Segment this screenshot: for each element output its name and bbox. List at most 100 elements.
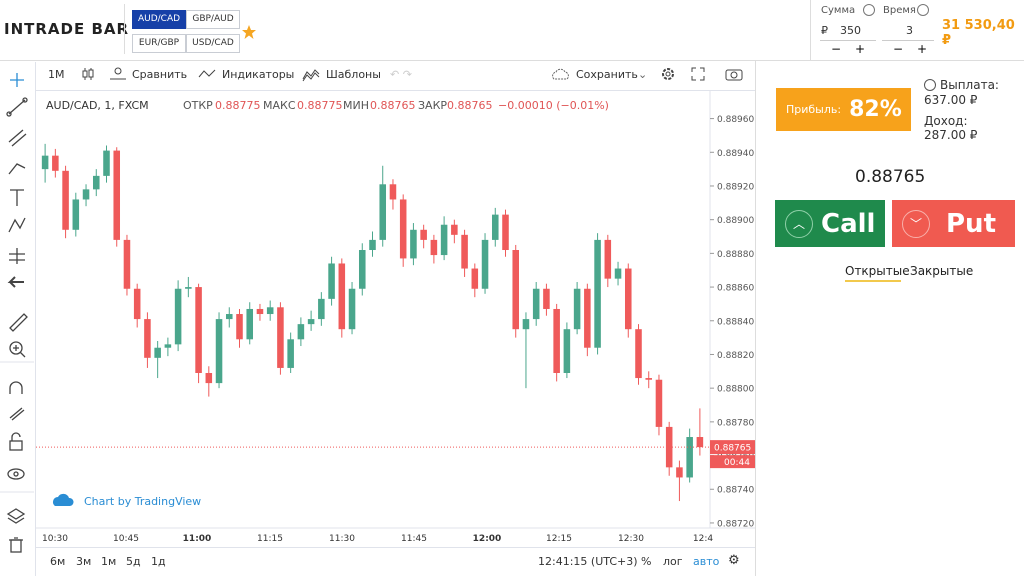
candle-icon[interactable] (80, 66, 96, 82)
put-label: Put (946, 208, 996, 239)
y-tick-label: 0.88840 (717, 317, 754, 327)
candle-body (522, 319, 530, 330)
amount-plus[interactable]: + (855, 42, 866, 56)
payout-label: Выплата: (940, 78, 999, 92)
countdown: 00:44 (724, 458, 750, 468)
candle-body (379, 184, 387, 240)
candle-body (430, 239, 438, 256)
time[interactable]: 3 (906, 24, 913, 37)
favorite-star[interactable] (241, 24, 257, 40)
undo[interactable]: ↶ ↷ (390, 68, 412, 81)
candle-body (614, 268, 622, 279)
x-tick-label: 10:45 (113, 534, 139, 544)
auto-toggle[interactable]: авто (693, 555, 720, 568)
range-button[interactable]: 6м (50, 555, 66, 568)
snapshot-icon[interactable] (724, 66, 744, 82)
x-tick-label: 10:30 (42, 534, 68, 544)
legend-value: 0.88765 (447, 99, 493, 112)
candle-body (256, 308, 264, 315)
put-button[interactable]: ﹀ Put (892, 200, 1015, 247)
tab-closed[interactable]: Закрытые (910, 264, 974, 278)
legend-label: МИН (343, 99, 369, 112)
info-icon[interactable] (917, 4, 929, 16)
info-icon[interactable] (863, 4, 875, 16)
candle-body (144, 319, 151, 358)
candle-body (358, 250, 366, 289)
range-button[interactable]: 1м (101, 555, 117, 568)
time-plus[interactable]: + (917, 42, 928, 56)
candle-body (52, 155, 59, 171)
interval-button[interactable]: 1M (48, 68, 65, 81)
y-tick-label: 0.88740 (717, 486, 754, 496)
pair-button[interactable]: AUD/CAD (132, 10, 186, 29)
save-menu[interactable]: ⌄ (638, 68, 648, 81)
candle-body (338, 263, 346, 330)
info-icon[interactable] (924, 79, 936, 91)
pair-button[interactable]: GBP/AUD (186, 10, 240, 29)
x-tick-label: 11:45 (401, 534, 427, 544)
amount[interactable]: 350 (840, 24, 861, 37)
candle-body (471, 268, 479, 289)
candle-body (543, 288, 550, 309)
down-icon: ﹀ (902, 209, 930, 238)
compare-button[interactable]: Сравнить (132, 68, 188, 81)
candle-body (461, 234, 468, 269)
call-button[interactable]: ︿ Call (775, 200, 885, 247)
time-minus[interactable]: − (893, 42, 904, 56)
price-chart: AUD/CAD, 1, FXCM ОТКР 0.88775 МАКС 0.887… (36, 91, 756, 544)
legend-value: 0.88765 (370, 99, 416, 112)
logo: INTRADE BAR (4, 20, 130, 38)
fullscreen-icon[interactable] (690, 66, 706, 82)
candle-body (563, 329, 571, 373)
y-tick-label: 0.88860 (717, 284, 754, 294)
countdown-tag (710, 455, 755, 469)
cloud-icon[interactable] (550, 67, 572, 81)
candle-body (451, 224, 458, 235)
candle-body (481, 239, 489, 289)
candle-body (92, 175, 100, 190)
profit-box: Прибыль: 82% (776, 88, 911, 131)
range-button[interactable]: 1д (151, 555, 166, 568)
percent-toggle[interactable]: % (641, 555, 652, 568)
pair-button[interactable]: EUR/GBP (132, 34, 186, 53)
candle-body (420, 229, 427, 240)
candle-body (502, 214, 509, 251)
tab-open[interactable]: Открытые (845, 264, 910, 278)
y-tick-label: 0.88940 (717, 149, 754, 159)
divider (36, 547, 755, 548)
y-tick-label: 0.88800 (717, 385, 754, 395)
profit: 82% (849, 97, 902, 122)
amount-label: Сумма (821, 5, 856, 16)
y-tick-label: 0.88920 (717, 182, 754, 192)
pair-button[interactable]: USD/CAD (186, 34, 240, 53)
settings-icon[interactable] (660, 66, 676, 82)
legend-change: −0.00010 (−0.01%) (498, 99, 609, 112)
templates-button[interactable]: Шаблоны (326, 68, 381, 81)
candle-body (624, 268, 632, 330)
indicators-icon[interactable] (198, 68, 216, 80)
range-button[interactable]: 5д (126, 555, 141, 568)
candle-body (307, 319, 315, 325)
tab-underline (845, 280, 901, 282)
log-toggle[interactable]: лог (663, 555, 683, 568)
x-tick-label: 12:30 (618, 534, 644, 544)
indicators-button[interactable]: Индикаторы (222, 68, 295, 81)
compare-icon[interactable] (108, 66, 128, 82)
candle-body (246, 308, 254, 340)
candle-body (154, 347, 161, 358)
legend-value: 0.88775 (215, 99, 261, 112)
amount-minus[interactable]: − (831, 42, 842, 56)
range-button[interactable]: 3м (76, 555, 92, 568)
income: 287.00 ₽ (924, 128, 978, 142)
save-button[interactable]: Сохранить (576, 68, 638, 81)
candle-body (491, 214, 499, 240)
candle-body (133, 288, 141, 320)
settings-icon[interactable]: ⚙ (728, 553, 740, 568)
candle-body (686, 437, 693, 478)
templates-icon[interactable] (302, 66, 320, 82)
chart-symbol: AUD/CAD, 1, FXCM (46, 99, 149, 112)
candle-body (676, 467, 683, 478)
candle-body (594, 239, 601, 348)
divider (755, 61, 756, 576)
